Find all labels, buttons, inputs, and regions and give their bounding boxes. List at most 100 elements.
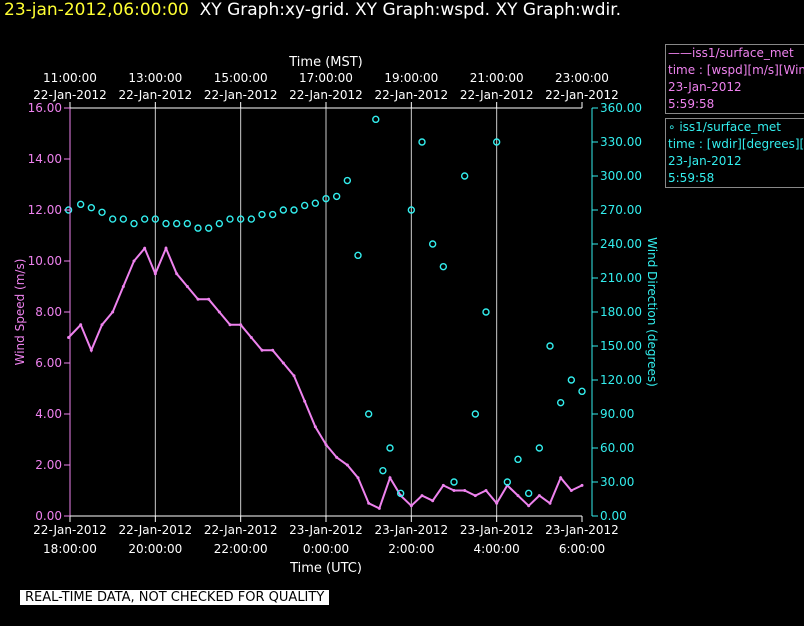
wind-direction-point: [471, 410, 480, 418]
wind-speed-point: [89, 348, 93, 352]
x-tick-label-time-mst: 17:00:00: [299, 71, 353, 85]
y-tick-label-right: 90.00: [600, 407, 634, 421]
x-tick-label-time-mst: 15:00:00: [214, 71, 268, 85]
wind-speed-point: [121, 285, 125, 288]
wind-direction-point: [140, 215, 149, 223]
wind-speed-point: [569, 489, 573, 492]
y-tick-label-left: 8.00: [35, 305, 62, 319]
y-tick-label-right: 330.00: [600, 135, 642, 149]
x-tick-label-time-utc: 4:00:00: [474, 542, 520, 556]
wind-direction-point: [183, 219, 192, 228]
wind-direction-point: [215, 219, 224, 228]
y-tick-label-left: 2.00: [35, 458, 62, 472]
legend-wspd-date: 23-Jan-2012: [668, 80, 742, 94]
y-tick-label-left: 6.00: [35, 356, 62, 370]
wind-speed-point: [495, 501, 499, 505]
wind-direction-point: [567, 376, 576, 384]
wind-speed-point: [185, 285, 189, 288]
legend: ——iss1/surface_met time : [wspd][m/s][Wi…: [665, 44, 804, 192]
wind-direction-point: [226, 215, 234, 223]
axis-labels: 22-Jan-2012 18:00:00 22-Jan-2012 20:00:00 22…: [13, 55, 659, 576]
graph-list: XY Graph:xy-grid. XY Graph:wspd. XY Grap…: [199, 0, 622, 20]
x-tick-label-date-utc: 22-Jan-2012: [119, 523, 193, 537]
x-tick-label-time-mst: 21:00:00: [470, 71, 524, 85]
wind-direction-point: [546, 342, 554, 350]
legend-entry-wdir: ∘ iss1/surface_met time : [wdir][degrees…: [665, 118, 804, 188]
wind-direction-point: [108, 215, 117, 223]
y-tick-label-right: 360.00: [600, 101, 642, 115]
x-tick-label-date-utc: 23-Jan-2012: [375, 523, 449, 537]
legend-wdir-source: ∘ iss1/surface_met: [668, 120, 781, 134]
grid: [154, 108, 498, 516]
y-tick-label-right: 0.00: [600, 509, 627, 523]
x-tick-label-date-mst: 22-Jan-2012: [204, 88, 278, 102]
wind-speed-point: [239, 323, 243, 327]
legend-wdir-time: 5:59:58: [668, 171, 715, 185]
wind-direction-point: [364, 410, 373, 418]
wind-speed-point: [281, 361, 285, 365]
wind-speed-point: [431, 499, 435, 503]
wind-direction-point: [332, 192, 341, 201]
wind-direction-point: [300, 201, 309, 210]
y-tick-label-right: 300.00: [600, 169, 642, 183]
timestamp: 23-jan-2012,06:00:00: [4, 0, 189, 20]
wind-speed-point: [441, 483, 445, 487]
wind-direction-point: [98, 208, 106, 216]
y-tick-label-right: 180.00: [600, 305, 642, 319]
wind-direction-point: [322, 194, 330, 203]
wind-speed-point: [324, 443, 328, 447]
wind-direction-point: [279, 206, 288, 214]
quality-disclaimer: REAL-TIME DATA, NOT CHECKED FOR QUALITY: [20, 590, 330, 605]
wind-direction-point: [311, 199, 320, 207]
wind-direction-point: [290, 206, 298, 214]
wind-speed-point: [367, 501, 371, 505]
wind-speed-point: [217, 310, 221, 314]
wind-direction-point: [76, 200, 85, 209]
y-tick-label-left: 16.00: [28, 101, 62, 115]
x-tick-label-time-utc: 20:00:00: [128, 542, 182, 556]
wind-speed-series: [67, 245, 584, 510]
top-axis-title: Time (MST): [288, 55, 363, 70]
wind-speed-point: [516, 494, 520, 498]
legend-wspd-variable: time : [wspd][m/s][Wind: [668, 63, 804, 77]
wind-direction-point: [130, 219, 138, 228]
wind-speed-point: [473, 494, 477, 498]
wind-direction-point: [162, 219, 170, 228]
wind-speed-point: [388, 476, 392, 480]
wind-direction-point: [535, 444, 544, 452]
wind-direction-point: [372, 115, 380, 124]
x-tick-label-time-mst: 19:00:00: [384, 71, 438, 85]
wind-speed-point: [484, 489, 488, 492]
wind-speed-point: [548, 501, 552, 505]
wind-direction-point: [386, 444, 394, 452]
x-tick-label-time-utc: 6:00:00: [559, 542, 605, 556]
x-tick-label-date-utc: 23-Jan-2012: [545, 523, 619, 537]
legend-wdir-date: 23-Jan-2012: [668, 154, 742, 168]
wind-direction-point: [343, 176, 352, 185]
wind-direction-point: [428, 240, 437, 248]
wind-speed-point: [345, 463, 349, 467]
wind-speed-point: [260, 348, 264, 352]
wind-speed-point: [409, 504, 413, 508]
bottom-axis-title: Time (UTC): [289, 561, 362, 576]
y-tick-label-left: 14.00: [28, 152, 62, 166]
wind-speed-point: [143, 246, 147, 250]
wind-direction-point: [556, 398, 565, 407]
wind-speed-point: [67, 336, 71, 339]
x-tick-label-time-utc: 22:00:00: [214, 542, 268, 556]
wind-direction-point: [236, 215, 245, 223]
y-tick-label-right: 210.00: [600, 271, 642, 285]
x-tick-label-time-mst: 11:00:00: [43, 71, 97, 85]
x-tick-label-time-utc: 2:00:00: [388, 542, 434, 556]
wind-direction-point: [514, 455, 522, 464]
x-tick-label-date-mst: 22-Jan-2012: [545, 88, 619, 102]
x-tick-label-date-utc: 22-Jan-2012: [204, 523, 278, 537]
x-tick-label-date-mst: 22-Jan-2012: [289, 88, 363, 102]
wind-speed-point: [207, 297, 211, 301]
y-tick-label-right: 120.00: [600, 373, 642, 387]
x-tick-label-date-utc: 22-Jan-2012: [33, 523, 107, 537]
wind-speed-point: [580, 483, 584, 487]
wind-direction-point: [194, 224, 202, 232]
axes: [64, 102, 598, 522]
